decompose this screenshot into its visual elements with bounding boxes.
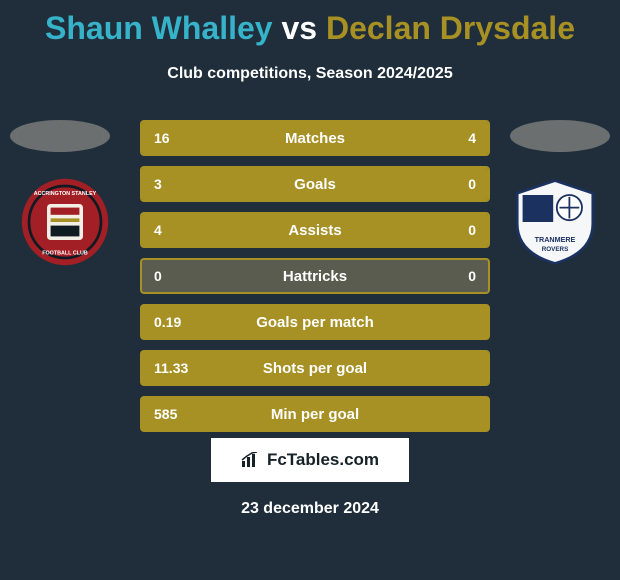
single-stat-value: 0.19 xyxy=(154,314,181,330)
single-stat-row: 585 Min per goal xyxy=(140,396,490,432)
subtitle: Club competitions, Season 2024/2025 xyxy=(0,65,620,83)
player2-name: Declan Drysdale xyxy=(326,10,575,46)
stat-left-value: 4 xyxy=(154,222,162,238)
stat-right-value: 0 xyxy=(468,222,476,238)
logo-text: FcTables.com xyxy=(267,450,379,470)
stat-right-value: 4 xyxy=(468,130,476,146)
svg-text:FOOTBALL CLUB: FOOTBALL CLUB xyxy=(42,250,88,256)
single-stat-row: 11.33 Shots per goal xyxy=(140,350,490,386)
stat-left-value: 16 xyxy=(154,130,170,146)
accrington-stanley-badge: ACCRINGTON STANLEY FOOTBALL CLUB xyxy=(20,177,110,267)
single-stat-value: 585 xyxy=(154,406,177,422)
stat-right-value: 0 xyxy=(468,176,476,192)
stat-row: 0 0 Hattricks xyxy=(140,258,490,294)
stat-right-value: 0 xyxy=(468,268,476,284)
left-oval-placeholder xyxy=(10,120,110,152)
stat-right-bar xyxy=(419,122,488,154)
page-title: Shaun Whalley vs Declan Drysdale xyxy=(0,0,620,47)
stat-left-value: 0 xyxy=(154,268,162,284)
stats-container: 16 4 Matches 3 0 Goals 4 0 Assists 0 0 Hattricks 0.1… xyxy=(140,120,490,442)
single-stat-value: 11.33 xyxy=(154,360,188,376)
single-stat-label: Goals per match xyxy=(256,314,374,331)
stat-row: 3 0 Goals xyxy=(140,166,490,202)
svg-text:TRANMERE: TRANMERE xyxy=(535,235,576,244)
stat-left-bar xyxy=(142,122,419,154)
date-text: 23 december 2024 xyxy=(0,500,620,518)
single-stat-row: 0.19 Goals per match xyxy=(140,304,490,340)
right-oval-placeholder xyxy=(510,120,610,152)
svg-text:ROVERS: ROVERS xyxy=(542,246,569,253)
svg-text:ACCRINGTON STANLEY: ACCRINGTON STANLEY xyxy=(34,191,97,197)
single-stat-label: Shots per goal xyxy=(263,360,367,377)
single-stat-label: Min per goal xyxy=(271,406,359,423)
stat-label: Matches xyxy=(285,130,345,147)
vs-text: vs xyxy=(281,10,317,46)
stat-row: 16 4 Matches xyxy=(140,120,490,156)
fctables-logo: FcTables.com xyxy=(211,438,409,482)
player1-name: Shaun Whalley xyxy=(45,10,273,46)
stat-label: Hattricks xyxy=(283,268,347,285)
tranmere-rovers-badge: TRANMERE ROVERS xyxy=(510,177,600,267)
stat-row: 4 0 Assists xyxy=(140,212,490,248)
stat-label: Assists xyxy=(288,222,341,239)
stat-label: Goals xyxy=(294,176,336,193)
bar-chart-icon xyxy=(241,452,263,468)
stat-left-value: 3 xyxy=(154,176,162,192)
